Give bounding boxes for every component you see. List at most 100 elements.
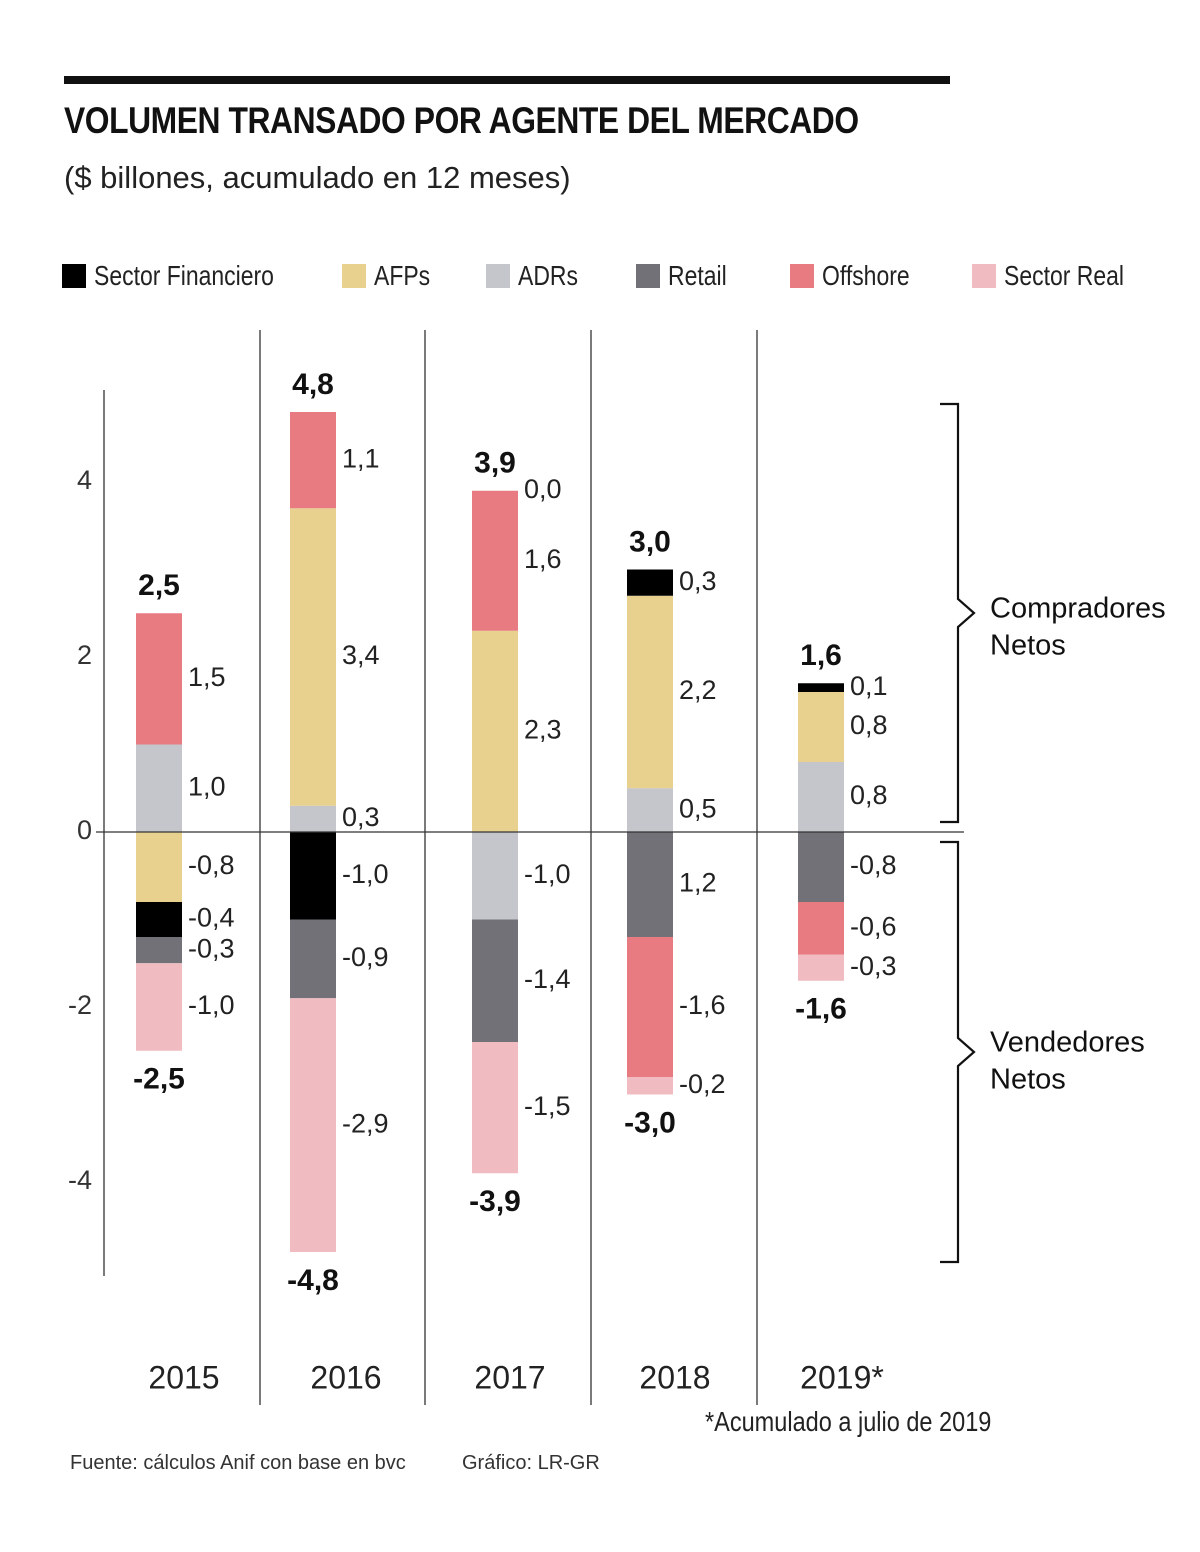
bar-segment-offshore — [627, 937, 673, 1077]
legend-label-afps: AFPs — [374, 260, 431, 291]
bar-segment-adrs — [627, 788, 673, 832]
bar-segment-retail — [798, 832, 844, 902]
legend-swatch-afps — [342, 264, 366, 288]
segment-value-label: 0,3 — [342, 802, 380, 832]
bar-segment-sector-financiero — [290, 832, 336, 920]
bar-segment-adrs — [472, 832, 518, 920]
segment-value-label: -1,0 — [188, 990, 235, 1020]
segment-value-label: -1,0 — [342, 859, 389, 889]
footnote: *Acumulado a julio de 2019 — [705, 1406, 992, 1437]
segment-value-label: 1,5 — [188, 662, 226, 692]
bar-segment-afps — [290, 508, 336, 806]
total-negative-label: -4,8 — [287, 1264, 339, 1297]
legend-swatch-adrs — [486, 264, 510, 288]
x-category-label: 2015 — [148, 1359, 219, 1395]
bar-segment-offshore — [136, 613, 182, 745]
segment-value-label: 0,0 — [524, 474, 562, 504]
segment-value-label: 3,4 — [342, 640, 380, 670]
legend-item-afps: AFPs — [342, 256, 442, 296]
bar-segment-sector-financiero — [798, 683, 844, 692]
bar-segment-retail — [290, 919, 336, 999]
bar-segment-afps — [627, 595, 673, 789]
legend: Sector Financiero AFPs ADRs Retail Offsh… — [62, 256, 1162, 296]
bar-segment-sector-real — [798, 954, 844, 981]
legend-swatch-offshore — [790, 264, 814, 288]
legend-label-adrs: ADRs — [518, 260, 578, 291]
x-category-label: 2016 — [310, 1359, 381, 1395]
segment-value-label: 0,8 — [850, 780, 888, 810]
x-category-label: 2019* — [800, 1359, 884, 1395]
segment-value-label: 0,8 — [850, 710, 888, 740]
bar-segment-afps — [798, 692, 844, 762]
segment-value-label: 1,1 — [342, 443, 380, 473]
legend-item-sector-financiero: Sector Financiero — [62, 256, 313, 296]
total-positive-label: 4,8 — [292, 368, 334, 401]
segment-value-label: 1,0 — [188, 771, 226, 801]
segment-value-label: -1,0 — [524, 859, 571, 889]
y-tick-label: 2 — [77, 640, 92, 670]
total-positive-label: 3,9 — [474, 447, 516, 480]
bar-segment-sector-real — [627, 1077, 673, 1095]
annotation-buyers-line2: Netos — [990, 630, 1066, 662]
credit-note: Gráfico: LR-GR — [462, 1452, 600, 1474]
segment-value-label: 0,1 — [850, 671, 888, 701]
segment-value-label: 2,2 — [679, 675, 717, 705]
x-category-label: 2018 — [639, 1359, 710, 1395]
segment-value-label: -0,8 — [188, 850, 235, 880]
legend-label-sector-real: Sector Real — [1004, 260, 1124, 291]
bar-segment-offshore — [798, 902, 844, 955]
bar-segment-offshore — [290, 412, 336, 509]
segment-value-label: -2,9 — [342, 1108, 389, 1138]
segment-value-label: 2,3 — [524, 715, 562, 745]
segment-value-label: 0,3 — [679, 566, 717, 596]
segment-value-label: -0,6 — [850, 911, 897, 941]
bar-segment-sector-real — [290, 998, 336, 1252]
segment-value-label: -0,3 — [188, 933, 235, 963]
legend-item-sector-real: Sector Real — [972, 256, 1150, 296]
total-negative-label: -3,9 — [469, 1185, 521, 1218]
bar-segment-sector-real — [472, 1042, 518, 1174]
bar-segment-sector-real — [136, 963, 182, 1051]
legend-label-offshore: Offshore — [822, 260, 910, 291]
chart-title: VOLUMEN TRANSADO POR AGENTE DEL MERCADO — [64, 100, 859, 141]
total-positive-label: 3,0 — [629, 525, 671, 558]
bar-segment-adrs — [798, 762, 844, 832]
legend-item-retail: Retail — [636, 256, 740, 296]
bar-segment-retail — [472, 919, 518, 1042]
segment-value-label: 1,6 — [524, 544, 562, 574]
segment-value-label: -1,6 — [679, 990, 726, 1020]
title-rule — [64, 76, 950, 84]
total-negative-label: -3,0 — [624, 1106, 676, 1139]
total-positive-label: 2,5 — [138, 569, 180, 602]
segment-value-label: -0,4 — [188, 903, 235, 933]
total-negative-label: -1,6 — [795, 993, 847, 1026]
legend-swatch-sector-financiero — [62, 264, 86, 288]
bar-segment-retail — [627, 832, 673, 937]
segment-value-label: -0,8 — [850, 850, 897, 880]
annotation-sellers-line2: Netos — [990, 1064, 1066, 1096]
segment-value-label: -0,3 — [850, 951, 897, 981]
sellers-brace — [940, 840, 976, 1264]
legend-item-adrs: ADRs — [486, 256, 591, 296]
bar-segment-retail — [136, 937, 182, 964]
segment-value-label: -1,5 — [524, 1091, 571, 1121]
y-tick-label: -2 — [68, 990, 92, 1020]
x-category-label: 2017 — [474, 1359, 545, 1395]
bar-segment-adrs — [290, 805, 336, 832]
bar-segment-afps — [472, 630, 518, 832]
bar-segment-sector-financiero — [627, 569, 673, 596]
segment-value-label: -0,9 — [342, 942, 389, 972]
chart-subtitle: ($ billones, acumulado en 12 meses) — [64, 160, 571, 195]
annotation-sellers-line1: Vendedores — [990, 1027, 1145, 1059]
bar-segment-sector-financiero — [136, 902, 182, 937]
bar-segment-adrs — [136, 744, 182, 832]
segment-value-label: -1,4 — [524, 964, 571, 994]
legend-swatch-sector-real — [972, 264, 996, 288]
bar-segment-afps — [136, 832, 182, 902]
segment-value-label: 0,5 — [679, 793, 717, 823]
annotation-buyers-line1: Compradores — [990, 593, 1166, 625]
legend-label-sector-financiero: Sector Financiero — [94, 260, 274, 291]
legend-swatch-retail — [636, 264, 660, 288]
segment-value-label: -0,2 — [679, 1069, 726, 1099]
